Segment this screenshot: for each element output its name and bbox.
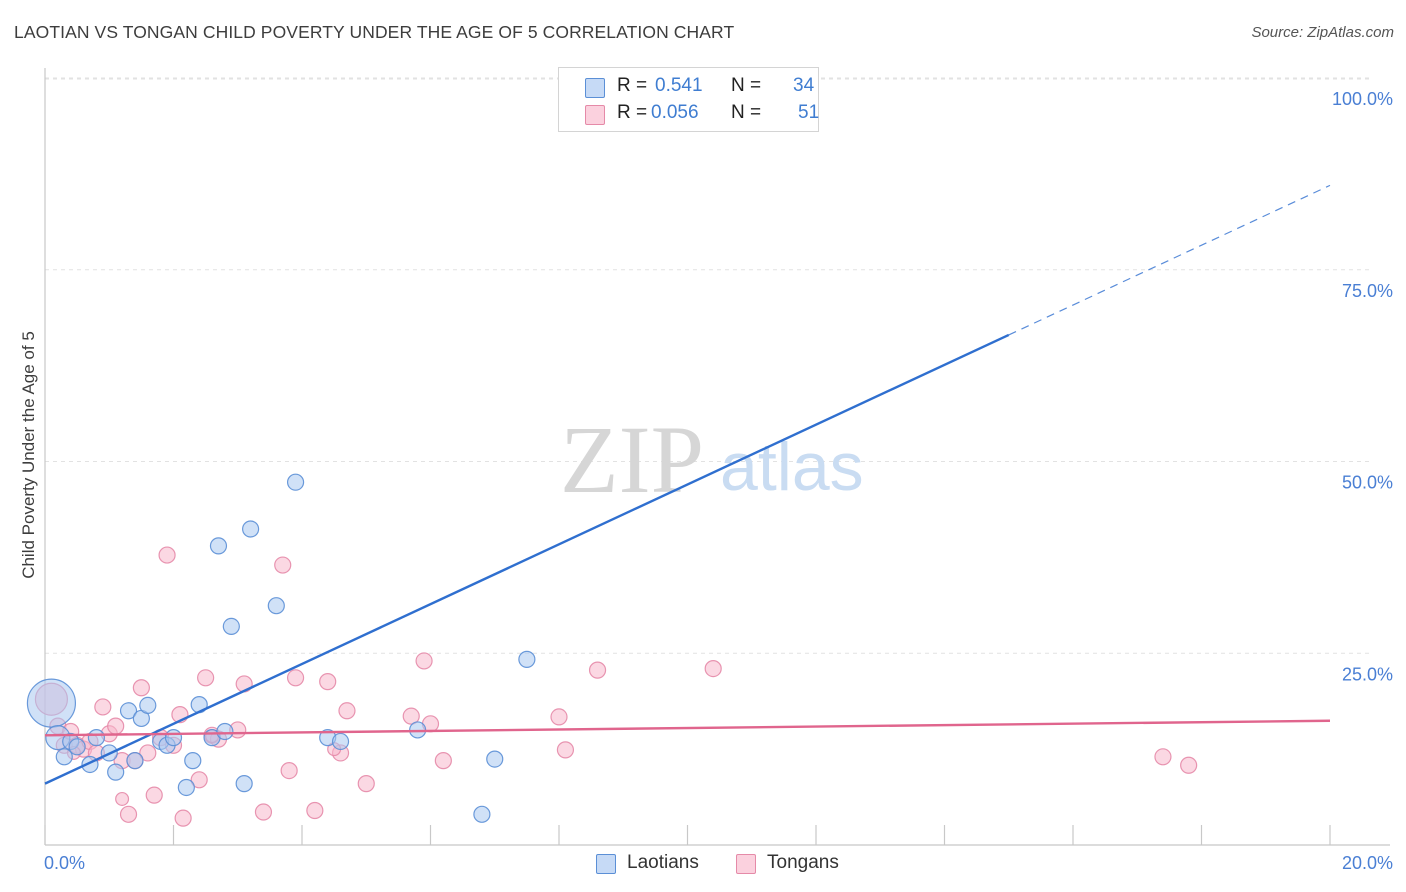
tongans-swatch xyxy=(585,105,605,125)
tongans-point xyxy=(145,786,163,804)
laotians-point xyxy=(126,752,144,770)
n-value: 51 xyxy=(798,102,820,123)
r-label: R = xyxy=(617,102,648,123)
tongans-point xyxy=(280,762,298,780)
tongans-point xyxy=(286,669,305,687)
x-tick-label: 0.0% xyxy=(44,853,85,873)
laotians-swatch xyxy=(585,78,605,98)
tongans-point xyxy=(158,546,176,564)
stats-legend: R = 0.541 N = 34 R = 0.056 N = 51 xyxy=(558,67,819,132)
laotians-trend-extension xyxy=(1008,184,1331,336)
tongans-point xyxy=(274,556,292,574)
tongans-point xyxy=(550,708,568,726)
laotians-point xyxy=(184,752,202,770)
laotians-point xyxy=(119,702,138,720)
tongans-point xyxy=(415,652,433,670)
laotians-point xyxy=(518,650,536,668)
tongans-point xyxy=(115,791,130,806)
laotians-point xyxy=(486,750,504,768)
y-tick-label: 75.0% xyxy=(1342,281,1393,301)
tongans-point xyxy=(1154,748,1172,766)
laotians-point xyxy=(164,729,183,747)
legend-label: Tongans xyxy=(767,852,839,873)
trend-layer xyxy=(44,184,1331,785)
laotians-point xyxy=(242,520,260,538)
watermark: ZIP atlas xyxy=(560,406,864,513)
legend-label: Laotians xyxy=(627,852,699,873)
x-tick-label: 20.0% xyxy=(1342,853,1393,873)
tongans-point xyxy=(254,803,273,821)
laotians-point xyxy=(331,732,350,751)
n-label: N = xyxy=(731,75,762,96)
laotians-point xyxy=(139,696,157,715)
laotians-point xyxy=(267,597,285,615)
laotians-point xyxy=(55,748,73,766)
tongans-point xyxy=(1180,756,1198,774)
laotians-point xyxy=(473,805,491,823)
laotians-legend-swatch xyxy=(596,854,616,874)
laotians-point xyxy=(107,763,125,781)
y-tick-label: 25.0% xyxy=(1342,664,1393,684)
source-label: Source: ZipAtlas.com xyxy=(1251,24,1394,41)
points-layer xyxy=(26,69,1198,827)
tongans-point xyxy=(107,717,125,735)
grid-layer xyxy=(45,77,1370,654)
tongans-point xyxy=(402,707,420,725)
tongans-point xyxy=(190,771,208,789)
laotians-point xyxy=(87,729,106,747)
tongans-point xyxy=(197,669,215,687)
laotians-point xyxy=(209,537,228,555)
tongans-point xyxy=(434,752,452,770)
n-value: 34 xyxy=(793,75,815,96)
tongans-point xyxy=(588,661,607,679)
tongans-point xyxy=(357,775,375,793)
n-label: N = xyxy=(731,102,762,123)
tongans-point xyxy=(119,805,138,823)
laotians-point xyxy=(216,722,234,741)
laotians-point xyxy=(177,778,195,797)
tongans-point xyxy=(174,809,192,827)
r-value: 0.056 xyxy=(651,102,699,123)
laotians-point xyxy=(286,473,305,491)
r-label: R = xyxy=(617,75,648,96)
laotians-point xyxy=(68,738,86,756)
tongans-point xyxy=(306,801,324,820)
laotians-trend-line xyxy=(44,333,1010,785)
y-tick-label: 100.0% xyxy=(1332,89,1393,109)
tongans-point xyxy=(704,659,722,678)
y-tick-label: 50.0% xyxy=(1342,473,1393,493)
y-axis-label: Child Poverty Under the Age of 5 xyxy=(19,331,38,579)
watermark-atlas: atlas xyxy=(720,429,864,505)
tongans-point xyxy=(556,741,575,759)
tongans-point xyxy=(139,744,157,762)
tongans-trend-line xyxy=(44,719,1331,737)
laotians-point xyxy=(222,617,240,636)
tongans-legend-swatch xyxy=(736,854,756,874)
tongans-point xyxy=(338,702,356,720)
chart-title: LAOTIAN VS TONGAN CHILD POVERTY UNDER TH… xyxy=(14,22,735,42)
tongans-point xyxy=(132,679,150,697)
laotians-point xyxy=(26,678,77,728)
tongans-point xyxy=(319,673,337,691)
tongans-point xyxy=(94,698,112,716)
laotians-point xyxy=(235,775,253,793)
r-value: 0.541 xyxy=(655,75,703,96)
watermark-zip: ZIP xyxy=(560,406,704,513)
